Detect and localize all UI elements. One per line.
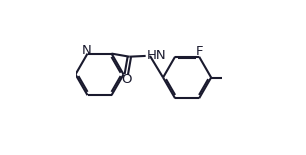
Text: HN: HN: [147, 49, 166, 62]
Text: O: O: [121, 73, 132, 86]
Text: N: N: [82, 44, 91, 57]
Text: F: F: [196, 45, 203, 58]
